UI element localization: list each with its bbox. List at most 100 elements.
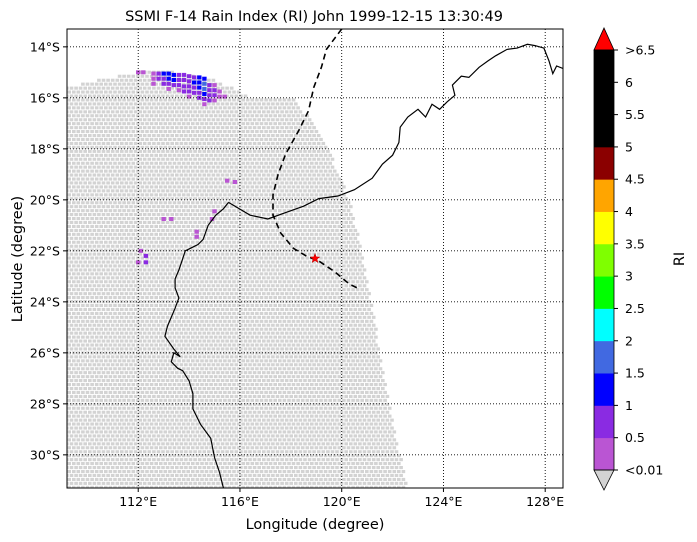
swath-pixel	[229, 347, 234, 351]
swath-pixel	[188, 252, 193, 256]
swath-pixel	[245, 232, 250, 236]
swath-pixel	[207, 110, 211, 114]
swath-pixel	[200, 272, 204, 276]
swath-pixel	[193, 355, 197, 359]
swath-pixel	[110, 371, 115, 375]
swath-pixel	[355, 319, 360, 323]
swath-pixel	[294, 268, 298, 272]
swath-pixel	[259, 185, 264, 189]
swath-pixel	[101, 197, 106, 201]
swath-pixel	[337, 248, 342, 252]
swath-pixel	[282, 390, 287, 394]
swath-pixel	[69, 220, 74, 224]
swath-pixel	[266, 339, 271, 343]
swath-pixel	[298, 315, 303, 319]
swath-pixel	[239, 379, 243, 383]
swath-pixel	[170, 197, 174, 201]
swath-pixel	[307, 371, 312, 375]
swath-pixel	[97, 197, 101, 201]
swath-pixel	[101, 292, 106, 296]
swath-pixel	[296, 240, 300, 244]
swath-pixel	[115, 94, 120, 98]
swath-pixel	[104, 90, 108, 94]
swath-pixel	[323, 232, 328, 236]
swath-pixel	[136, 319, 140, 323]
swath-pixel	[227, 209, 232, 213]
swath-pixel	[101, 363, 106, 367]
swath-pixel	[163, 248, 168, 252]
swath-pixel	[218, 248, 223, 252]
swath-pixel	[122, 122, 126, 126]
swath-pixel	[303, 220, 307, 224]
swath-pixel	[177, 114, 181, 118]
swath-pixel	[346, 288, 351, 292]
swath-pixel	[332, 311, 337, 315]
swath-pixel	[218, 169, 223, 173]
swath-pixel	[312, 141, 316, 145]
swath-pixel	[312, 157, 316, 161]
swath-pixel	[175, 307, 179, 311]
swath-pixel	[85, 137, 90, 141]
swath-pixel	[83, 284, 87, 288]
swath-pixel	[161, 339, 165, 343]
swath-pixel	[349, 284, 353, 288]
swath-pixel	[211, 284, 216, 288]
swath-pixel	[172, 272, 177, 276]
swath-pixel	[316, 284, 321, 288]
swath-pixel	[67, 189, 69, 193]
swath-pixel	[305, 122, 310, 126]
swath-pixel	[163, 367, 168, 371]
swath-pixel	[101, 323, 106, 327]
swath-pixel	[161, 126, 165, 130]
swath-pixel	[344, 244, 348, 248]
swath-pixel	[227, 383, 232, 387]
swath-pixel	[300, 359, 305, 363]
swath-pixel	[67, 268, 69, 272]
swath-pixel	[243, 126, 248, 130]
swath-pixel	[126, 224, 131, 228]
swath-pixel	[234, 292, 239, 296]
swath-pixel	[287, 359, 291, 363]
swath-pixel	[88, 213, 92, 217]
swath-pixel	[193, 181, 197, 185]
swath-pixel	[179, 307, 184, 311]
swath-pixel	[115, 181, 120, 185]
swath-pixel	[140, 280, 145, 284]
swath-pixel	[229, 126, 234, 130]
swath-pixel	[268, 130, 273, 134]
swath-pixel	[282, 303, 287, 307]
swath-pixel	[83, 126, 87, 130]
swath-pixel	[200, 359, 204, 363]
swath-pixel	[294, 165, 298, 169]
swath-pixel	[307, 118, 312, 122]
swath-pixel	[191, 130, 195, 134]
swath-pixel	[307, 181, 312, 185]
swath-pixel	[175, 197, 179, 201]
swath-pixel	[154, 383, 158, 387]
swath-pixel	[211, 292, 216, 296]
swath-pixel	[202, 197, 207, 201]
swath-pixel	[314, 303, 319, 307]
swath-pixel	[149, 272, 154, 276]
swath-pixel	[101, 94, 106, 98]
swath-pixel	[310, 177, 314, 181]
swath-pixel	[202, 331, 207, 335]
swath-pixel	[117, 288, 122, 292]
swath-pixel	[207, 165, 211, 169]
swath-pixel	[67, 339, 69, 343]
swath-pixel	[294, 141, 298, 145]
swath-pixel	[227, 280, 232, 284]
swath-pixel	[282, 224, 287, 228]
swath-pixel	[142, 300, 147, 304]
swath-pixel	[245, 137, 250, 141]
swath-pixel	[67, 311, 71, 315]
swath-pixel	[294, 102, 298, 106]
swath-pixel	[67, 114, 71, 118]
swath-pixel	[335, 228, 339, 232]
swath-pixel	[129, 347, 133, 351]
swath-pixel	[78, 268, 83, 272]
swath-pixel	[159, 383, 163, 387]
swath-pixel	[161, 213, 165, 217]
swath-pixel	[236, 193, 241, 197]
swath-pixel	[81, 367, 85, 371]
